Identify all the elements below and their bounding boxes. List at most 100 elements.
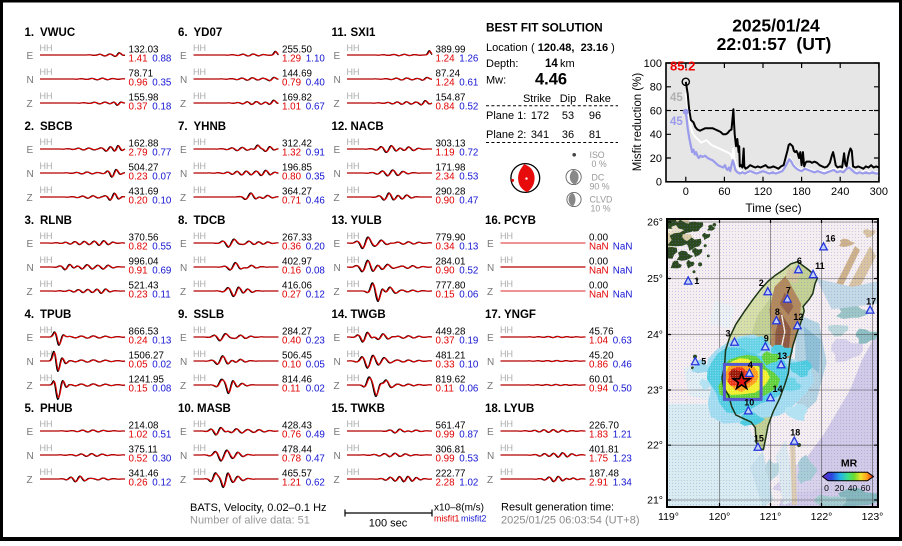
svg-text:0.50: 0.50: [613, 383, 633, 394]
svg-text:HH: HH: [193, 137, 206, 147]
svg-text:401.81: 401.81: [589, 444, 619, 455]
svg-text:HH: HH: [347, 43, 360, 53]
svg-text:0.91: 0.91: [306, 147, 325, 158]
svg-text:14.: 14.: [332, 309, 348, 321]
svg-text:HH: HH: [193, 161, 206, 171]
svg-text:HH: HH: [193, 43, 206, 53]
svg-text:Z: Z: [334, 475, 340, 486]
svg-text:341: 341: [531, 129, 549, 141]
svg-text:0.55: 0.55: [152, 241, 172, 252]
svg-text:389.99: 389.99: [436, 44, 466, 55]
svg-text:0.36: 0.36: [282, 241, 302, 252]
svg-text:45.20: 45.20: [589, 350, 614, 361]
svg-text:0.69: 0.69: [152, 265, 171, 276]
svg-text:HH: HH: [347, 349, 360, 359]
svg-text:2.34: 2.34: [436, 171, 456, 182]
svg-text:0.88: 0.88: [152, 53, 172, 64]
svg-text:0.99: 0.99: [436, 429, 455, 440]
svg-text:779.90: 779.90: [436, 232, 467, 243]
svg-text:DC: DC: [592, 173, 605, 183]
svg-text:0.02: 0.02: [152, 359, 171, 370]
svg-text:Z: Z: [27, 193, 33, 204]
svg-text:506.45: 506.45: [282, 350, 313, 361]
svg-text:0.62: 0.62: [306, 477, 325, 488]
svg-text:17: 17: [866, 297, 876, 307]
svg-text:521.43: 521.43: [129, 280, 160, 291]
svg-text:78.71: 78.71: [129, 68, 154, 79]
svg-text:HH: HH: [347, 161, 360, 171]
svg-text:Z: Z: [27, 475, 33, 486]
svg-text:341.46: 341.46: [129, 468, 160, 479]
svg-text:0.61: 0.61: [459, 77, 478, 88]
svg-text:8.: 8.: [178, 215, 188, 227]
svg-text:HH: HH: [193, 443, 206, 453]
svg-text:0.99: 0.99: [436, 453, 455, 464]
svg-text:MASB: MASB: [197, 403, 231, 415]
svg-text:2025/01/25 06:03:54 (UT+8): 2025/01/25 06:03:54 (UT+8): [501, 515, 640, 527]
svg-text:18: 18: [790, 428, 800, 438]
svg-text:ISO: ISO: [590, 150, 605, 160]
svg-text:100 sec: 100 sec: [369, 518, 408, 530]
svg-text:Rake: Rake: [585, 93, 611, 105]
svg-text:375.11: 375.11: [129, 444, 158, 455]
svg-text:12: 12: [793, 312, 803, 322]
svg-text:Z: Z: [487, 287, 493, 298]
svg-text:0: 0: [656, 177, 662, 189]
svg-text:45: 45: [670, 92, 683, 104]
svg-text:Depth:: Depth:: [486, 58, 518, 70]
svg-text:HH: HH: [193, 349, 206, 359]
svg-text:0.35: 0.35: [306, 171, 326, 182]
svg-text:E: E: [487, 239, 494, 250]
svg-text:HH: HH: [347, 67, 360, 77]
svg-text:E: E: [27, 333, 34, 344]
svg-text:7.: 7.: [178, 121, 188, 133]
svg-text:284.27: 284.27: [282, 326, 312, 337]
svg-text:4.: 4.: [25, 309, 35, 321]
svg-text:TDCB: TDCB: [194, 215, 226, 227]
svg-text:20: 20: [650, 153, 662, 165]
svg-text:60: 60: [718, 186, 730, 198]
svg-text:85.2: 85.2: [670, 59, 695, 74]
svg-text:14: 14: [545, 58, 558, 70]
svg-text:1.29: 1.29: [282, 53, 301, 64]
svg-text:0.40: 0.40: [306, 77, 326, 88]
svg-text:10 %: 10 %: [591, 204, 611, 214]
svg-text:1: 1: [694, 276, 699, 286]
svg-text:E: E: [27, 51, 34, 62]
svg-text:25°: 25°: [647, 273, 663, 285]
svg-text:15.: 15.: [332, 403, 348, 415]
svg-text:123°: 123°: [862, 511, 884, 523]
svg-text:1506.27: 1506.27: [129, 350, 164, 361]
svg-text:N: N: [27, 357, 34, 368]
svg-text:504.27: 504.27: [129, 162, 159, 173]
svg-text:0: 0: [683, 186, 689, 198]
svg-text:E: E: [180, 51, 187, 62]
svg-text:Z: Z: [180, 475, 186, 486]
svg-text:80: 80: [650, 82, 662, 94]
svg-text:96: 96: [589, 110, 601, 122]
svg-text:0.79: 0.79: [282, 77, 301, 88]
svg-text:0.37: 0.37: [436, 335, 455, 346]
svg-text:HH: HH: [347, 325, 360, 335]
svg-text:267.33: 267.33: [282, 232, 313, 243]
svg-text:120°: 120°: [709, 511, 731, 523]
svg-text:HH: HH: [40, 161, 53, 171]
svg-text:E: E: [334, 51, 341, 62]
svg-text:0.86: 0.86: [589, 359, 609, 370]
svg-text:Z: Z: [334, 99, 340, 110]
svg-text:214.08: 214.08: [129, 420, 160, 431]
svg-text:HH: HH: [40, 137, 53, 147]
svg-text:15: 15: [754, 434, 764, 444]
svg-text:Number of alive data: 51: Number of alive data: 51: [190, 515, 310, 527]
svg-text:3.: 3.: [25, 215, 35, 227]
svg-text:TPUB: TPUB: [40, 309, 71, 321]
svg-text:0.94: 0.94: [589, 383, 609, 394]
svg-text:HH: HH: [193, 325, 206, 335]
svg-text:819.62: 819.62: [436, 374, 466, 385]
svg-text:HH: HH: [193, 255, 206, 265]
svg-text:HH: HH: [193, 185, 206, 195]
svg-text:431.69: 431.69: [129, 186, 159, 197]
svg-text:Z: Z: [334, 193, 340, 204]
svg-text:N: N: [27, 169, 34, 180]
svg-text:21°: 21°: [647, 495, 663, 507]
